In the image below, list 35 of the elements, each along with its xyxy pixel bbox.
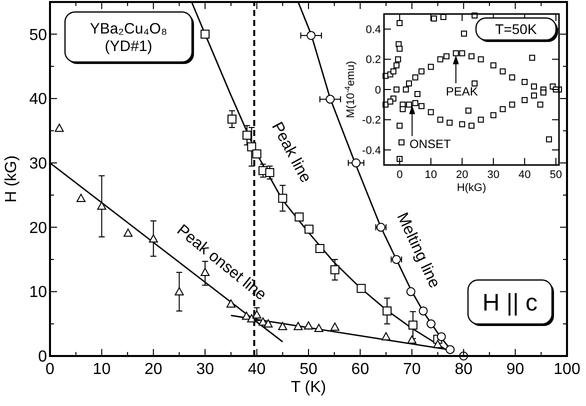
y-axis-title: H (kG) — [3, 155, 20, 203]
x-axis-title: H(kG) — [456, 182, 486, 194]
y-tick-label: -0.2 — [362, 114, 381, 127]
x-tick-label: 60 — [351, 361, 370, 378]
y-tick-label: 40 — [29, 91, 48, 108]
x-tick-label: 50 — [300, 361, 318, 378]
x-tick-label: 10 — [92, 361, 111, 378]
x-tick-label: 50 — [550, 169, 562, 181]
x-tick-label: 30 — [487, 169, 500, 181]
annotation: Peak line — [268, 119, 314, 186]
annotation: ONSET — [409, 137, 452, 152]
y-tick-label: 0 — [374, 84, 381, 96]
y-tick-label: 10 — [29, 284, 48, 302]
annotation: H || c — [482, 289, 538, 316]
x-tick-label: 0 — [396, 169, 403, 181]
y-tick-label: 20 — [29, 220, 48, 237]
annotation: PEAK — [446, 84, 478, 98]
x-tick-label: 70 — [403, 361, 421, 378]
x-axis-title: T (K) — [290, 379, 326, 396]
annotation: YBa₂Cu₄O₈ (YD#1) — [90, 20, 168, 55]
x-tick-label: 20 — [144, 361, 162, 378]
annotation: T=50K — [495, 20, 538, 37]
x-tick-label: 90 — [506, 361, 524, 378]
x-tick-label: 20 — [456, 169, 468, 181]
y-tick-label: 0.4 — [366, 24, 381, 36]
y-tick-label: -0.4 — [362, 144, 381, 157]
x-tick-label: 30 — [196, 361, 214, 378]
y-tick-label: 0 — [38, 348, 48, 366]
y-tick-label: 50 — [29, 26, 48, 44]
x-tick-label: 40 — [248, 361, 266, 378]
x-tick-label: 40 — [518, 169, 531, 181]
x-tick-label: 10 — [424, 169, 437, 181]
x-tick-label: 80 — [454, 361, 473, 378]
x-tick-label: 100 — [554, 361, 580, 378]
y-tick-label: 0.2 — [366, 54, 381, 66]
